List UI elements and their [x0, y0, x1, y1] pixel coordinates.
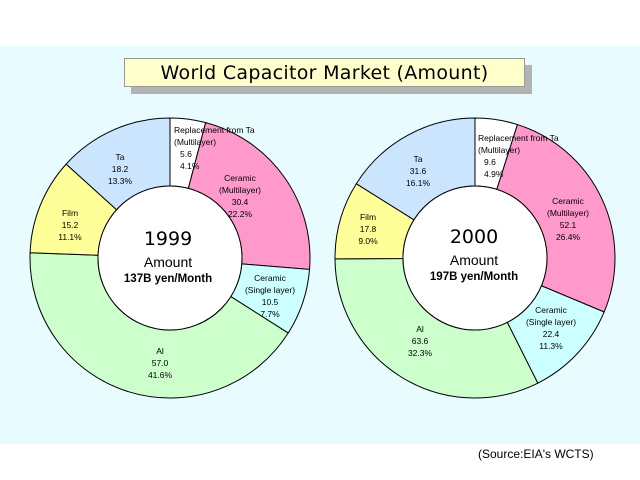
slice-label-line: (Single layer)	[526, 317, 576, 327]
center-total: 137B yen/Month	[124, 273, 212, 285]
slice-label-line: Al	[416, 324, 424, 334]
slice-label-ceramic_single: Ceramic (Single layer) 22.4 11.3%	[526, 305, 576, 351]
slice-label-line: Ceramic	[254, 273, 286, 283]
source-note: (Source:EIA's WCTS)	[478, 447, 594, 461]
donut-hole	[97, 185, 243, 331]
slice-label-line: 22.4	[543, 329, 560, 339]
slice-label-line: Film	[62, 208, 78, 218]
slice-label-ta: Ta 31.6 16.1%	[406, 154, 431, 188]
slice-label-ta: Ta 18.2 13.3%	[108, 152, 133, 186]
slice-label-line: (Single layer)	[245, 285, 295, 295]
slice-label-line: 22.2%	[228, 209, 253, 219]
slice-label-line: Film	[360, 212, 376, 222]
slice-label-line: 31.6	[410, 166, 427, 176]
center-year: 2000	[450, 226, 498, 248]
slice-label-line: 9.0%	[358, 236, 378, 246]
slice-label-ceramic_single: Ceramic (Single layer) 10.5 7.7%	[245, 273, 295, 319]
slice-label-line: Ceramic	[224, 173, 256, 183]
slice-label-line: 11.3%	[539, 341, 563, 351]
slice-label-al: Al 57.0 41.6%	[148, 346, 173, 380]
slice-label-line: 17.8	[360, 224, 377, 234]
slice-label-line: Replacement from Ta	[478, 133, 559, 143]
slice-label-line: Replacement from Ta	[174, 125, 255, 135]
slice-label-ceramic_multi: Ceramic (Multilayer) 30.4 22.2%	[219, 173, 261, 219]
slice-label-ceramic_multi: Ceramic (Multilayer) 52.1 26.4%	[547, 196, 589, 242]
slice-label-line: 52.1	[560, 220, 577, 230]
slice-label-line: 11.1%	[58, 232, 82, 242]
chart-title: World Capacitor Market (Amount)	[160, 61, 489, 84]
slice-label-replacement: Replacement from Ta (Multilayer) 5.6 4.1%	[174, 125, 255, 171]
slice-label-line: 4.9%	[484, 169, 504, 179]
donut-chart-1999: Replacement from Ta (Multilayer) 5.6 4.1% Ce…	[29, 117, 311, 399]
slice-label-line: 32.3%	[408, 348, 433, 358]
slice-label-line: 16.1%	[406, 178, 431, 188]
title-box: World Capacitor Market (Amount)	[124, 58, 532, 94]
slice-label-line: (Multilayer)	[174, 137, 216, 147]
title-face: World Capacitor Market (Amount)	[124, 58, 525, 87]
donut-hole	[402, 185, 548, 331]
center-total: 197B yen/Month	[430, 271, 518, 283]
slice-label-line: Al	[156, 346, 164, 356]
slice-label-replacement: Replacement from Ta (Multilayer) 9.6 4.9%	[478, 133, 559, 179]
slice-label-line: 15.2	[62, 220, 79, 230]
slice-label-line: 26.4%	[556, 232, 581, 242]
slice-label-line: 10.5	[262, 297, 279, 307]
slice-label-line: 41.6%	[148, 370, 173, 380]
slice-label-line: 18.2	[112, 164, 129, 174]
slice-label-line: 7.7%	[260, 309, 280, 319]
slice-label-line: (Multilayer)	[547, 208, 589, 218]
center-year: 1999	[144, 228, 192, 250]
slice-label-line: Ceramic	[552, 196, 584, 206]
slice-label-line: 5.6	[180, 149, 192, 159]
slice-label-line: Ta	[116, 152, 125, 162]
center-amount-label: Amount	[144, 254, 192, 270]
slice-label-line: 30.4	[232, 197, 249, 207]
slice-label-film: Film 15.2 11.1%	[58, 208, 82, 242]
slice-label-line: 63.6	[412, 336, 429, 346]
slice-label-line: 9.6	[484, 157, 496, 167]
slice-label-line: 4.1%	[180, 161, 200, 171]
slice-label-line: (Multilayer)	[478, 145, 520, 155]
slice-label-line: 13.3%	[108, 176, 133, 186]
center-amount-label: Amount	[450, 252, 498, 268]
slice-label-line: 57.0	[152, 358, 169, 368]
slice-label-line: Ta	[414, 154, 423, 164]
slice-label-al: Al 63.6 32.3%	[408, 324, 433, 358]
slice-label-film: Film 17.8 9.0%	[358, 212, 378, 246]
slice-label-line: (Multilayer)	[219, 185, 261, 195]
slice-label-line: Ceramic	[535, 305, 567, 315]
donut-chart-2000: Replacement from Ta (Multilayer) 9.6 4.9% Ce…	[334, 117, 616, 399]
